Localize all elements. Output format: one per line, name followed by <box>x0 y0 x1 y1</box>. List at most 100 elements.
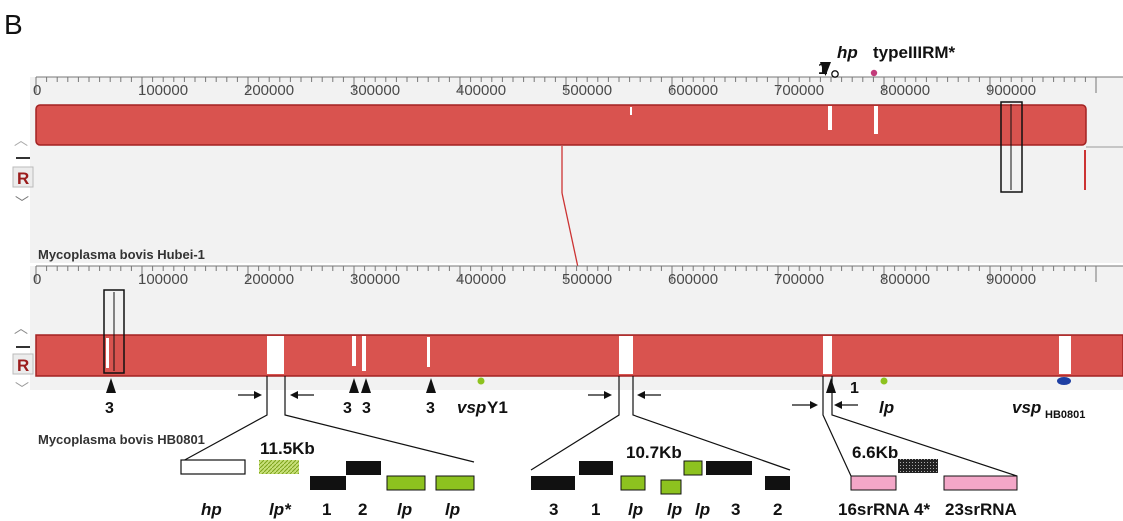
gene-label: lp <box>445 500 460 519</box>
marker-arrow-icon <box>106 378 116 393</box>
top-highlight-box <box>1000 101 1023 193</box>
marker-arrow-icon <box>349 378 359 393</box>
gene-label: 1 <box>322 500 331 519</box>
bottom-track-controls[interactable]: ︿ R ﹀ <box>12 320 34 397</box>
gene-4-star-box <box>898 459 938 473</box>
marker-arrow-icon <box>826 378 836 393</box>
gene-label: 2 <box>358 500 367 519</box>
axis-tick-label: 200000 <box>244 82 294 99</box>
top-reset-button[interactable] <box>12 166 34 188</box>
gene-label: lp <box>628 500 643 519</box>
top-block-gap <box>630 107 632 115</box>
marker-label: 3 <box>362 400 371 417</box>
bottom-block-gap <box>427 337 430 367</box>
top-block-gap <box>874 106 878 134</box>
marker-arrow-icon <box>361 378 371 393</box>
panel-label: B <box>4 9 23 40</box>
insertion-3-size: 6.6Kb <box>852 443 898 462</box>
marker-label: 3 <box>105 400 114 417</box>
marker-label: 3 <box>343 400 352 417</box>
axis-tick-label: 900000 <box>986 82 1036 99</box>
bottom-down-chevron-icon[interactable]: ﹀ <box>15 381 29 397</box>
gene-label: 4* <box>914 500 930 519</box>
top-axis-ticks: 0 100000 200000 300000 400000 500000 600000 700… <box>33 77 1097 99</box>
gene-lp-box <box>386 475 426 491</box>
top-typeiii-label: typeIIIRM* <box>873 43 956 62</box>
bottom-block-gap <box>106 338 109 368</box>
axis-tick-label: 400000 <box>456 271 506 288</box>
marker-label: 3 <box>426 400 435 417</box>
axis-tick-label: 100000 <box>138 82 188 99</box>
gene-label: 16srRNA <box>838 500 910 519</box>
gene-label: 3 <box>549 500 558 519</box>
top-up-chevron-icon[interactable]: ︿ <box>14 132 28 148</box>
gene-lp-box <box>660 479 682 495</box>
bottom-block-gap <box>1059 336 1071 374</box>
lp-dot-icon <box>880 377 888 385</box>
gene-2-box <box>346 461 381 475</box>
gene-23srrna-box <box>943 475 1018 491</box>
top-reset-label: R <box>17 169 29 188</box>
gene-label: lp* <box>269 500 292 519</box>
bottom-axis-ticks: 0 100000 200000 300000 400000 500000 600000 700… <box>33 266 1097 288</box>
top-hp-label: hp <box>837 43 858 62</box>
axis-tick-label: 600000 <box>668 82 718 99</box>
vsphb-subscript: HB0801 <box>1045 409 1085 421</box>
gene-lp-box <box>435 475 475 491</box>
bottom-block-gap <box>267 336 284 374</box>
axis-tick-label: 300000 <box>350 271 400 288</box>
bottom-block-gap <box>619 336 633 374</box>
top-down-chevron-icon[interactable]: ﹀ <box>15 195 29 211</box>
axis-tick-label: 800000 <box>880 271 930 288</box>
bottom-genome-name: Mycoplasma bovis HB0801 <box>38 432 205 447</box>
insertion-3-pointer <box>792 376 1018 477</box>
insertion-1-pointer <box>180 376 475 463</box>
bottom-block-gap <box>352 336 356 366</box>
bottom-reset-button[interactable] <box>12 353 34 375</box>
axis-tick-label: 900000 <box>986 271 1036 288</box>
insertion-2-genes: 3 1 lp lp lp 3 2 <box>531 460 790 519</box>
gene-label: lp <box>667 500 682 519</box>
gene-3-box <box>531 476 575 490</box>
gene-label: hp <box>201 500 222 519</box>
marker-label: 1 <box>850 380 859 397</box>
gene-label: 1 <box>591 500 600 519</box>
hp-marker-icon <box>831 70 839 78</box>
bottom-up-chevron-icon[interactable]: ︿ <box>14 320 28 336</box>
gene-lp-box <box>620 475 646 491</box>
gene-1-box <box>310 476 346 490</box>
insertion-2-size: 10.7Kb <box>626 443 682 462</box>
gene-lp-box <box>683 460 703 476</box>
top-collinear-block <box>35 104 1087 146</box>
bottom-collinear-block <box>35 334 1123 377</box>
bottom-block-gap <box>362 336 366 371</box>
insertion-1-size: 11.5Kb <box>260 439 315 458</box>
vspy1-prefix: vsp <box>457 398 486 417</box>
lp-label: lp <box>879 398 894 417</box>
top-genome-name: Mycoplasma bovis Hubei-1 <box>38 247 205 262</box>
axis-tick-label: 600000 <box>668 271 718 288</box>
insertion-1-genes: hp lp* 1 2 lp lp <box>180 459 475 519</box>
bottom-reset-label: R <box>17 356 29 375</box>
axis-tick-label: 100000 <box>138 271 188 288</box>
marker-arrow-icon <box>426 378 436 393</box>
gene-label: 2 <box>773 500 782 519</box>
gene-2-box <box>765 476 790 490</box>
axis-tick-label: 0 <box>33 271 41 288</box>
insertion-2-pointer <box>530 376 791 471</box>
gene-label: lp <box>397 500 412 519</box>
axis-tick-label: 400000 <box>456 82 506 99</box>
axis-tick-label: 700000 <box>774 271 824 288</box>
bottom-block-gap <box>823 336 832 374</box>
axis-tick-label: 500000 <box>562 82 612 99</box>
vsphb-dot-icon <box>1057 377 1071 385</box>
axis-tick-label: 200000 <box>244 271 294 288</box>
top-track-controls[interactable]: ︿ R ﹀ <box>12 132 34 211</box>
gene-16srrna-box <box>850 475 897 491</box>
axis-tick-label: 800000 <box>880 82 930 99</box>
gene-hp-box <box>180 459 246 475</box>
insertion-3-genes: 16srRNA 4* 23srRNA <box>838 459 1018 519</box>
gene-label: lp <box>695 500 710 519</box>
vsphb-prefix: vsp <box>1012 398 1041 417</box>
